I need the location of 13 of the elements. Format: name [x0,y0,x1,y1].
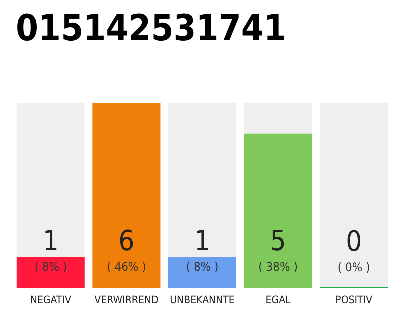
data-label: 1 ( 8% ) [34,224,68,274]
x-tick-label: POSITIV [336,294,374,306]
data-label: 6 ( 46% ) [107,224,146,274]
x-tick-label: NEGATIV [30,294,72,306]
chart-title: 015142531741 [16,8,286,50]
data-label: 0 ( 0% ) [338,225,370,274]
x-tick-label: UNBEKANNTE [170,294,235,306]
data-label: 1 ( 8% ) [186,224,219,274]
bar [168,257,236,288]
data-label: 5 ( 38% ) [258,224,298,274]
bar [16,257,85,288]
x-tick-label: VERWIRREND [94,294,159,306]
x-tick-label: EGAL [266,294,292,306]
